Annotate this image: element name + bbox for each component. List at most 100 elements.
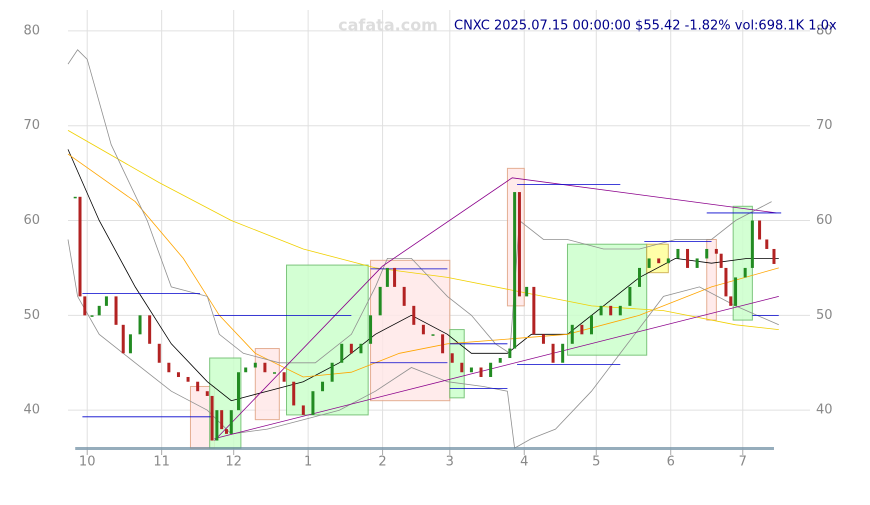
candle: [244, 367, 248, 373]
candle: [393, 267, 397, 287]
candle: [220, 410, 224, 430]
trend-line: [214, 177, 777, 441]
candle: [657, 258, 661, 264]
candle: [599, 305, 603, 316]
candle: [330, 362, 334, 382]
y-tick-label: 40: [23, 403, 40, 418]
y-tick-label: 50: [23, 308, 40, 323]
candle: [561, 343, 565, 363]
x-tick-label: 3: [446, 455, 454, 470]
candle: [90, 315, 94, 317]
candle: [369, 315, 373, 344]
candle: [513, 192, 517, 349]
zone: [566, 243, 648, 356]
candle: [517, 192, 521, 297]
candle: [176, 372, 180, 377]
candle: [705, 248, 709, 259]
candle: [695, 258, 699, 268]
candle: [628, 286, 632, 306]
watermark: cafata.com: [338, 16, 438, 35]
candle: [570, 324, 574, 344]
candle: [714, 248, 718, 254]
candle: [186, 376, 190, 382]
candle: [385, 267, 389, 287]
zone: [254, 348, 280, 421]
candle: [83, 296, 87, 316]
trend-line: [214, 296, 779, 439]
candle: [114, 296, 118, 325]
candle: [378, 286, 382, 316]
candle: [541, 334, 545, 344]
candle: [138, 315, 142, 335]
candle: [589, 315, 593, 335]
candle: [551, 343, 555, 363]
candle: [210, 395, 214, 441]
candle: [349, 343, 353, 354]
candle: [729, 296, 733, 306]
candle: [292, 381, 296, 406]
candle: [321, 381, 325, 392]
candle: [104, 296, 108, 306]
x-tick-label: 1: [304, 455, 312, 470]
candle: [282, 372, 286, 382]
candle: [224, 429, 228, 434]
candle: [205, 391, 209, 396]
x-tick-label: 5: [592, 455, 600, 470]
x-tick-label: 10: [79, 455, 96, 470]
candle: [78, 196, 82, 297]
candle: [469, 367, 473, 373]
candle: [148, 315, 152, 344]
y-tick-label: 70: [23, 118, 40, 133]
x-tick-label: 6: [667, 455, 675, 470]
candle: [743, 267, 747, 278]
zone: [286, 264, 369, 416]
candle: [676, 248, 680, 259]
candle: [157, 343, 161, 363]
zone: [209, 357, 242, 449]
volume-strip: [75, 447, 774, 450]
candle: [196, 381, 200, 392]
candle: [580, 324, 584, 335]
y-tick-label: 80: [23, 23, 40, 38]
candle: [772, 248, 776, 264]
candle: [450, 353, 454, 363]
candle: [508, 348, 512, 359]
candle: [609, 305, 613, 316]
candle: [638, 267, 642, 287]
candle: [734, 277, 738, 306]
y-tick-label: 60: [23, 213, 40, 228]
candle: [359, 343, 363, 354]
candle: [412, 305, 416, 325]
candle: [441, 334, 445, 354]
candle: [479, 367, 483, 377]
chart-title: CNXC 2025.07.15 00:00:00 $55.42 -1.82% v…: [454, 19, 837, 34]
candle: [498, 358, 502, 363]
candle: [719, 253, 723, 268]
candle: [128, 334, 132, 354]
overlay-line: [67, 130, 779, 330]
candle: [758, 220, 762, 240]
candle: [229, 410, 233, 434]
candle: [421, 324, 425, 335]
candle: [686, 248, 690, 268]
candle: [666, 258, 670, 264]
candle: [724, 267, 728, 297]
y-tick-label-right: 40: [816, 403, 833, 418]
candle: [618, 305, 622, 316]
candle: [460, 362, 464, 373]
x-tick-label: 4: [520, 455, 528, 470]
candle: [340, 343, 344, 363]
candle: [97, 305, 101, 316]
overlay-line: [67, 239, 779, 449]
y-tick-label-right: 80: [816, 23, 833, 38]
candle: [273, 372, 277, 374]
overlay-line: [67, 149, 779, 402]
candle: [215, 410, 219, 441]
candle: [236, 372, 240, 411]
x-tick-label: 7: [739, 455, 747, 470]
candle: [73, 196, 77, 199]
candle: [489, 362, 493, 377]
candle: [311, 391, 315, 415]
x-tick-label: 11: [153, 455, 170, 470]
